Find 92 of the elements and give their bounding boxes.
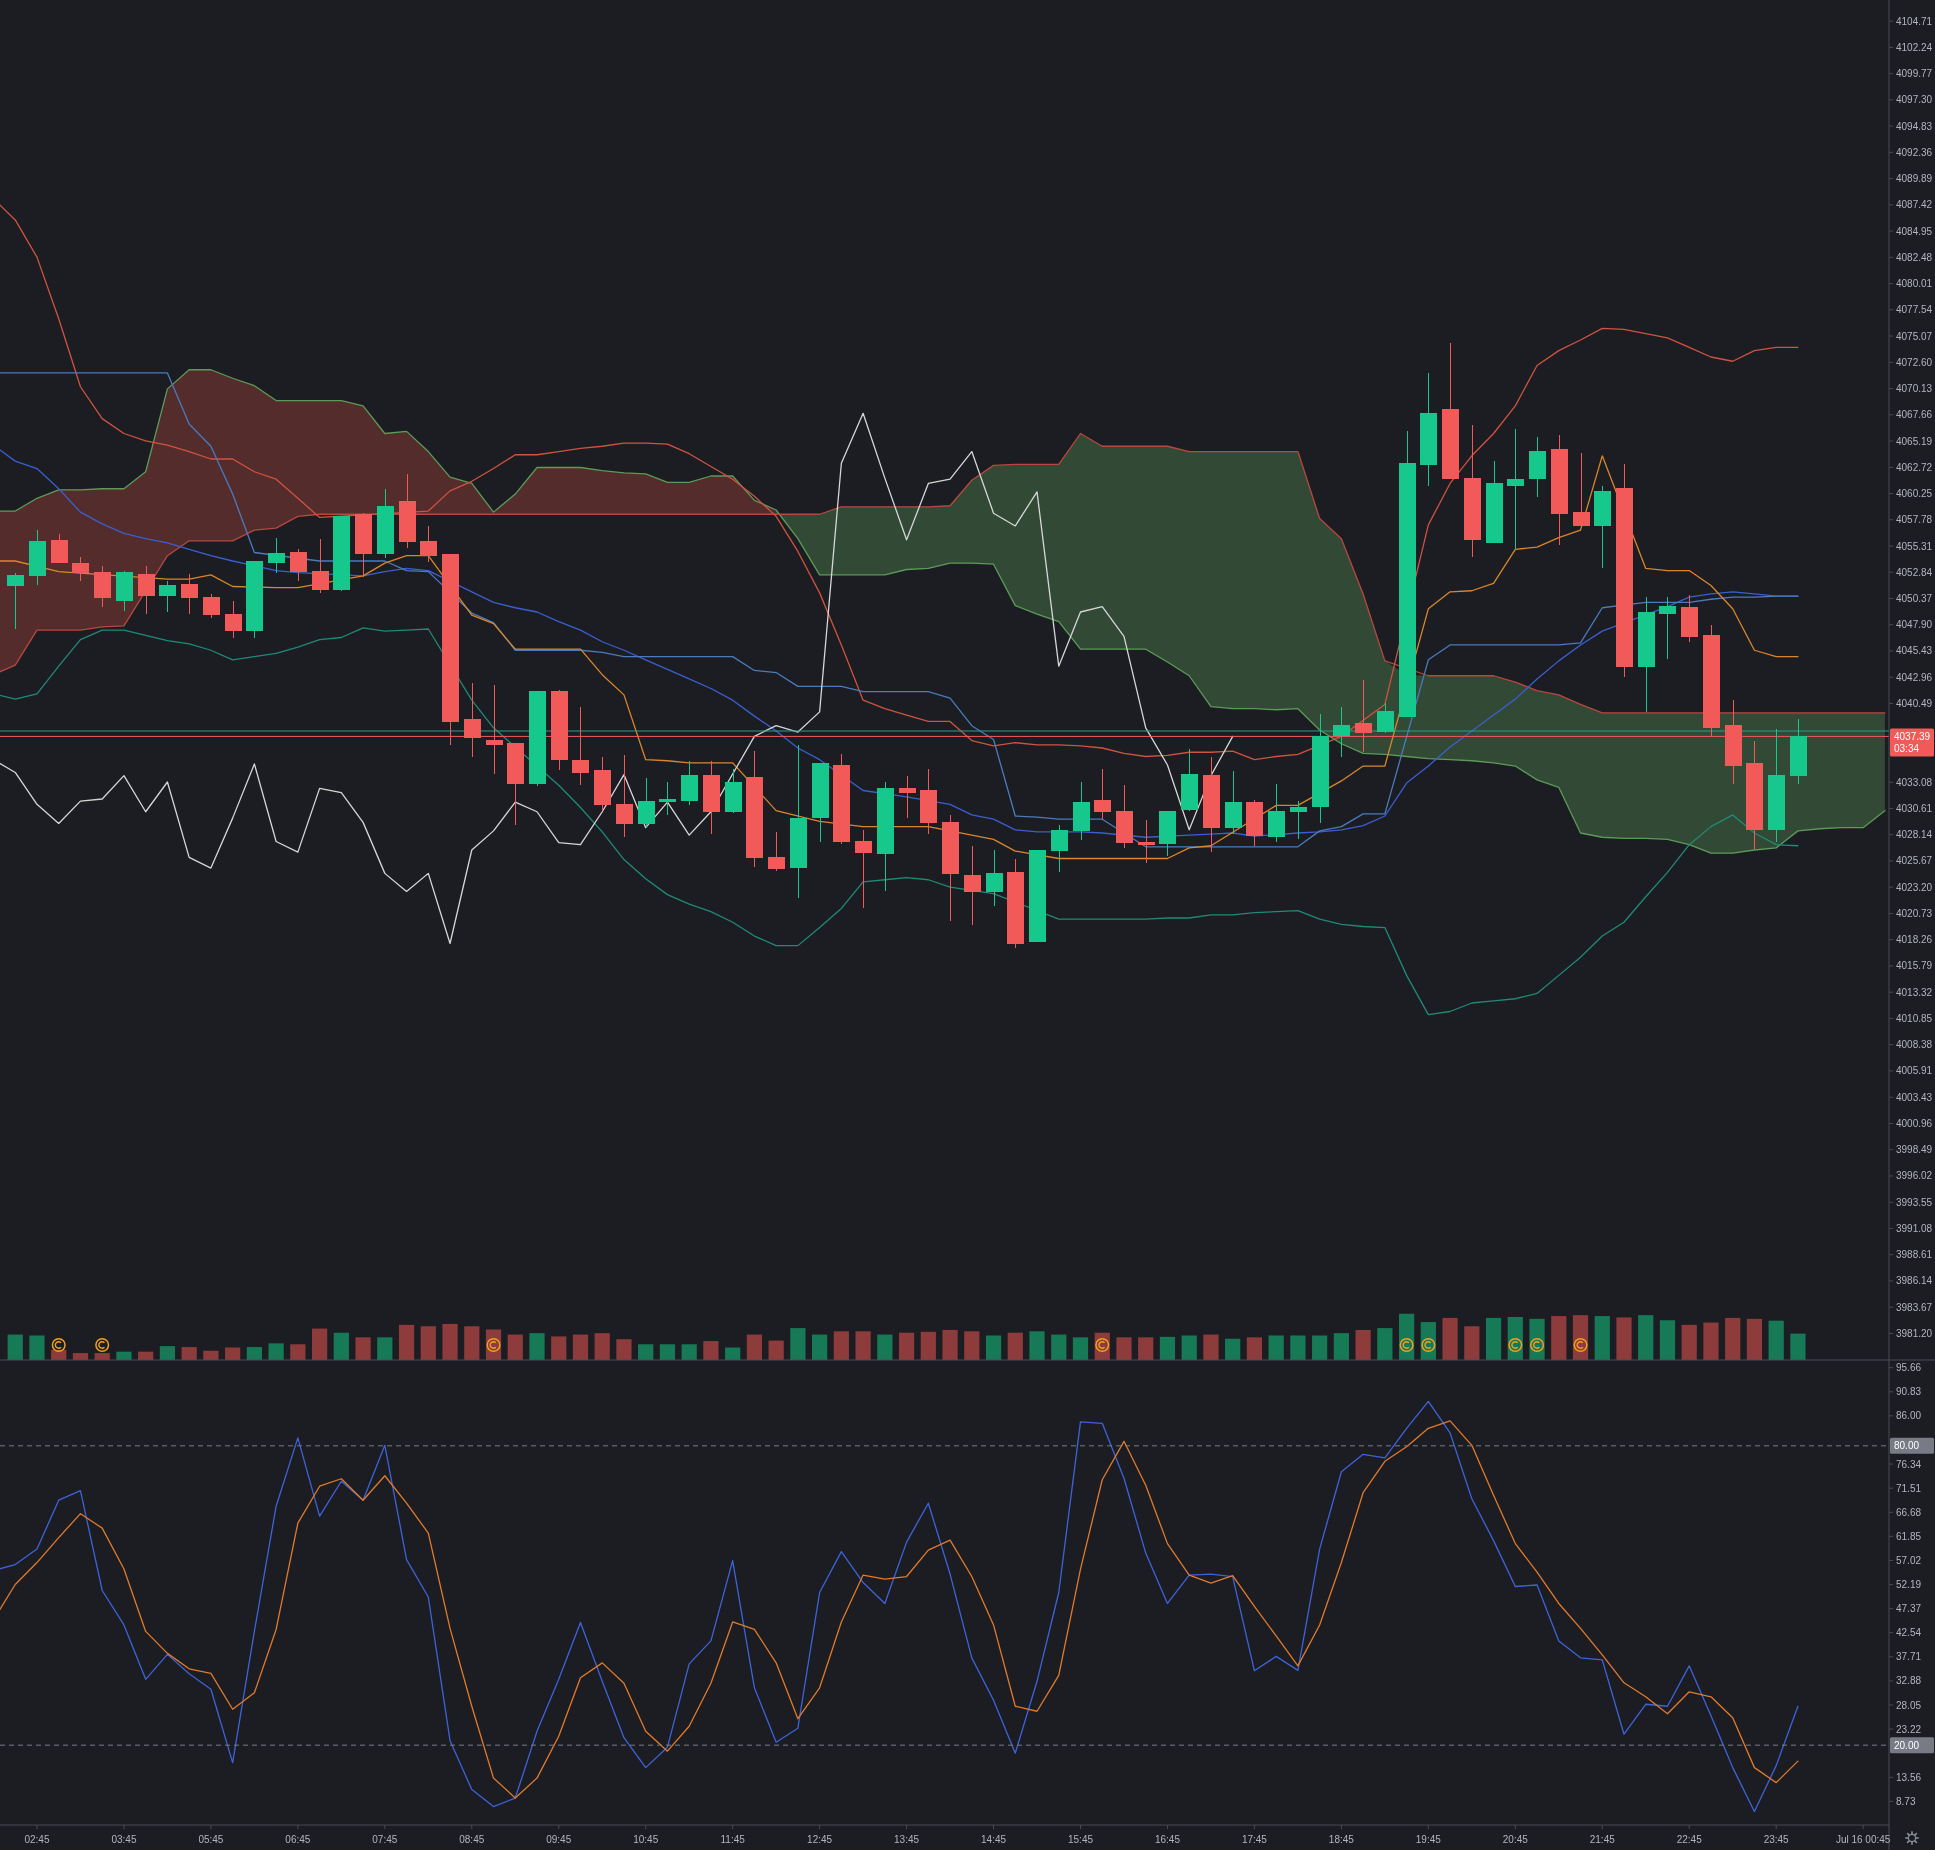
x-tick-label: 02:45 — [24, 1833, 50, 1845]
y-tick-label: 76.34 — [1896, 1458, 1922, 1470]
y-tick-label: 4070.13 — [1896, 383, 1933, 395]
y-tick-label: 57.02 — [1896, 1554, 1922, 1566]
x-tick-label: 19:45 — [1415, 1833, 1442, 1845]
x-tick-label: 22:45 — [1676, 1833, 1703, 1845]
y-tick-label: 4087.42 — [1896, 199, 1933, 211]
y-tick-label: 95.66 — [1896, 1362, 1922, 1374]
x-tick-label: 11:45 — [720, 1833, 746, 1845]
y-tick-label: 4057.78 — [1896, 514, 1933, 526]
y-tick-label: 4065.19 — [1896, 435, 1933, 447]
y-tick-label: 71.51 — [1896, 1482, 1922, 1494]
y-tick-label: 4050.37 — [1896, 593, 1933, 605]
y-tick-label: 4020.73 — [1896, 907, 1933, 919]
x-tick-label: 05:45 — [198, 1833, 224, 1845]
y-tick-label: 3998.49 — [1896, 1144, 1933, 1156]
y-tick-label: 4005.91 — [1896, 1065, 1933, 1077]
y-tick-label: 3986.14 — [1896, 1275, 1933, 1287]
x-tick-label: 03:45 — [111, 1833, 137, 1845]
y-tick-label: 4030.61 — [1896, 802, 1933, 814]
x-tick-label: 07:45 — [372, 1833, 398, 1845]
y-tick-label: 3996.02 — [1896, 1170, 1933, 1182]
ref-line-label: 80.00 — [1894, 1440, 1920, 1452]
x-tick-label: 12:45 — [807, 1833, 833, 1845]
y-tick-label: 4092.36 — [1896, 146, 1933, 158]
y-tick-label: 4023.20 — [1896, 881, 1933, 893]
y-tick-label: 4075.07 — [1896, 330, 1933, 342]
y-tick-label: 3993.55 — [1896, 1196, 1933, 1208]
y-tick-label: 52.19 — [1896, 1579, 1922, 1591]
y-tick-label: 4089.89 — [1896, 173, 1933, 185]
y-tick-label: 42.54 — [1896, 1627, 1922, 1639]
y-tick-label: 4102.24 — [1896, 41, 1933, 53]
y-tick-label: 4000.96 — [1896, 1117, 1933, 1129]
y-tick-label: 90.83 — [1896, 1386, 1922, 1398]
y-tick-label: 86.00 — [1896, 1410, 1922, 1422]
x-tick-label: Jul 16 00:45 — [1835, 1833, 1891, 1845]
y-tick-label: 3981.20 — [1896, 1327, 1933, 1339]
y-tick-label: 4047.90 — [1896, 619, 1933, 631]
y-tick-label: 61.85 — [1896, 1530, 1922, 1542]
x-tick-label: 13:45 — [894, 1833, 920, 1845]
y-tick-label: 32.88 — [1896, 1675, 1922, 1687]
y-tick-label: 4013.32 — [1896, 986, 1933, 998]
y-tick-label: 66.68 — [1896, 1506, 1922, 1518]
y-tick-label: 4025.67 — [1896, 855, 1933, 867]
y-tick-label: 4010.85 — [1896, 1012, 1933, 1024]
x-tick-label: 17:45 — [1241, 1833, 1268, 1845]
y-tick-label: 3991.08 — [1896, 1222, 1933, 1234]
y-tick-label: 4008.38 — [1896, 1039, 1933, 1051]
y-tick-label: 37.71 — [1896, 1651, 1922, 1663]
x-tick-label: 10:45 — [633, 1833, 659, 1845]
y-tick-label: 23.22 — [1896, 1723, 1922, 1735]
y-tick-label: 4067.66 — [1896, 409, 1933, 421]
y-tick-label: 4028.14 — [1896, 829, 1933, 841]
y-tick-label: 4018.26 — [1896, 934, 1933, 946]
y-tick-label: 4003.43 — [1896, 1091, 1933, 1103]
x-tick-label: 09:45 — [546, 1833, 572, 1845]
y-tick-label: 3983.67 — [1896, 1301, 1933, 1313]
x-tick-label: 20:45 — [1502, 1833, 1529, 1845]
y-tick-label: 4033.08 — [1896, 776, 1933, 788]
y-tick-label: 4015.79 — [1896, 960, 1933, 972]
x-tick-label: 18:45 — [1328, 1833, 1355, 1845]
ref-line-label: 4037.39 — [1894, 730, 1931, 742]
ref-line-label: 20.00 — [1894, 1739, 1920, 1751]
y-tick-label: 13.56 — [1896, 1771, 1922, 1783]
y-tick-label: 4040.49 — [1896, 697, 1933, 709]
x-tick-label: 16:45 — [1154, 1833, 1181, 1845]
y-tick-label: 4080.01 — [1896, 278, 1933, 290]
y-tick-label: 4099.77 — [1896, 68, 1933, 80]
y-tick-label: 8.73 — [1896, 1795, 1916, 1807]
x-tick-label: 08:45 — [459, 1833, 485, 1845]
x-tick-label: 15:45 — [1067, 1833, 1094, 1845]
text: 03:34 — [1894, 742, 1920, 754]
x-tick-label: 23:45 — [1763, 1833, 1790, 1845]
y-tick-label: 4062.72 — [1896, 461, 1933, 473]
y-tick-label: 3988.61 — [1896, 1249, 1933, 1261]
y-tick-label: 4084.95 — [1896, 225, 1933, 237]
y-tick-label: 4094.83 — [1896, 120, 1933, 132]
y-tick-label: 4077.54 — [1896, 304, 1933, 316]
y-tick-label: 4042.96 — [1896, 671, 1933, 683]
y-tick-label: 47.37 — [1896, 1603, 1922, 1615]
y-tick-label: 4072.60 — [1896, 356, 1933, 368]
y-tick-label: 4104.71 — [1896, 15, 1933, 27]
y-tick-label: 4082.48 — [1896, 251, 1933, 263]
y-tick-label: 4097.30 — [1896, 94, 1933, 106]
y-tick-label: 4045.43 — [1896, 645, 1933, 657]
y-tick-label: 4052.84 — [1896, 566, 1933, 578]
y-tick-label: 4055.31 — [1896, 540, 1933, 552]
y-tick-label: 4060.25 — [1896, 488, 1933, 500]
x-tick-label: 21:45 — [1589, 1833, 1616, 1845]
y-tick-label: 28.05 — [1896, 1699, 1922, 1711]
x-tick-label: 14:45 — [981, 1833, 1007, 1845]
x-tick-label: 06:45 — [285, 1833, 311, 1845]
